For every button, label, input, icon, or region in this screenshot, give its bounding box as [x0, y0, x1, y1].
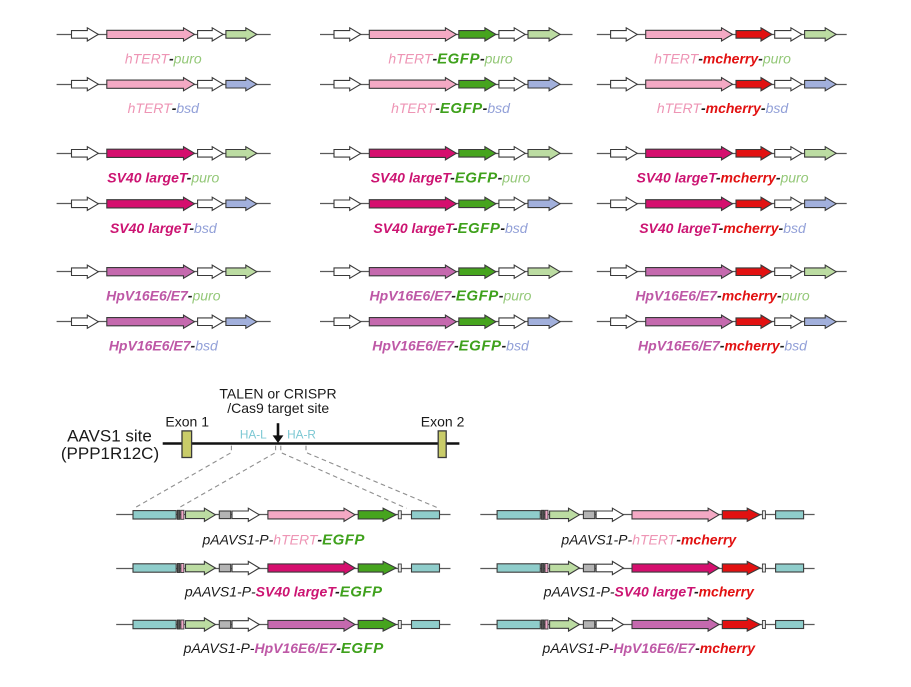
svg-text:SV40 largeT-EGFP-puro: SV40 largeT-EGFP-puro: [371, 169, 531, 186]
svg-text:pAAVS1-P-HpV16E6/E7-EGFP: pAAVS1-P-HpV16E6/E7-EGFP: [183, 640, 385, 657]
svg-text:HpV16E6/E7-mcherry-bsd: HpV16E6/E7-mcherry-bsd: [638, 338, 808, 354]
svg-text:TALEN or CRISPR: TALEN or CRISPR: [219, 386, 336, 402]
svg-text:SV40 largeT-EGFP-bsd: SV40 largeT-EGFP-bsd: [373, 220, 528, 237]
svg-text:HpV16E6/E7-mcherry-puro: HpV16E6/E7-mcherry-puro: [635, 288, 810, 304]
svg-text:hTERT-EGFP-bsd: hTERT-EGFP-bsd: [391, 100, 511, 117]
svg-text:hTERT-bsd: hTERT-bsd: [128, 100, 201, 116]
svg-text:pAAVS1-P-SV40 largeT-EGFP: pAAVS1-P-SV40 largeT-EGFP: [184, 584, 383, 601]
svg-text:HpV16E6/E7-EGFP-puro: HpV16E6/E7-EGFP-puro: [370, 288, 532, 305]
svg-text:(PPP1R12C): (PPP1R12C): [61, 444, 159, 463]
svg-text:AAVS1 site: AAVS1 site: [67, 427, 152, 446]
svg-text:pAAVS1-P-SV40 largeT-mcherry: pAAVS1-P-SV40 largeT-mcherry: [543, 584, 755, 600]
svg-text:hTERT-puro: hTERT-puro: [125, 50, 202, 66]
svg-text:hTERT-EGFP-puro: hTERT-EGFP-puro: [388, 50, 513, 67]
svg-text:HpV16E6/E7-EGFP-bsd: HpV16E6/E7-EGFP-bsd: [372, 338, 530, 355]
svg-text:pAAVS1-P-HpV16E6/E7-mcherry: pAAVS1-P-HpV16E6/E7-mcherry: [542, 640, 757, 656]
svg-text:SV40 largeT-puro: SV40 largeT-puro: [107, 169, 219, 185]
svg-text:SV40 largeT-bsd: SV40 largeT-bsd: [110, 220, 218, 236]
svg-text:Exon 1: Exon 1: [165, 414, 209, 430]
svg-text:HA-R: HA-R: [287, 428, 316, 442]
svg-text:hTERT-mcherry-puro: hTERT-mcherry-puro: [654, 50, 791, 66]
svg-text:hTERT-mcherry-bsd: hTERT-mcherry-bsd: [657, 100, 789, 116]
svg-text:SV40 largeT-mcherry-puro: SV40 largeT-mcherry-puro: [636, 169, 808, 185]
svg-text:SV40 largeT-mcherry-bsd: SV40 largeT-mcherry-bsd: [639, 220, 807, 236]
svg-text:HpV16E6/E7-bsd: HpV16E6/E7-bsd: [109, 338, 219, 354]
svg-text:Exon 2: Exon 2: [421, 414, 465, 430]
svg-text:HpV16E6/E7-puro: HpV16E6/E7-puro: [106, 288, 221, 304]
svg-text:/Cas9 target site: /Cas9 target site: [227, 400, 329, 416]
svg-text:pAAVS1-P-hTERT-mcherry: pAAVS1-P-hTERT-mcherry: [560, 531, 737, 547]
svg-text:pAAVS1-P-hTERT-EGFP: pAAVS1-P-hTERT-EGFP: [201, 531, 365, 548]
svg-text:HA-L: HA-L: [240, 428, 267, 442]
